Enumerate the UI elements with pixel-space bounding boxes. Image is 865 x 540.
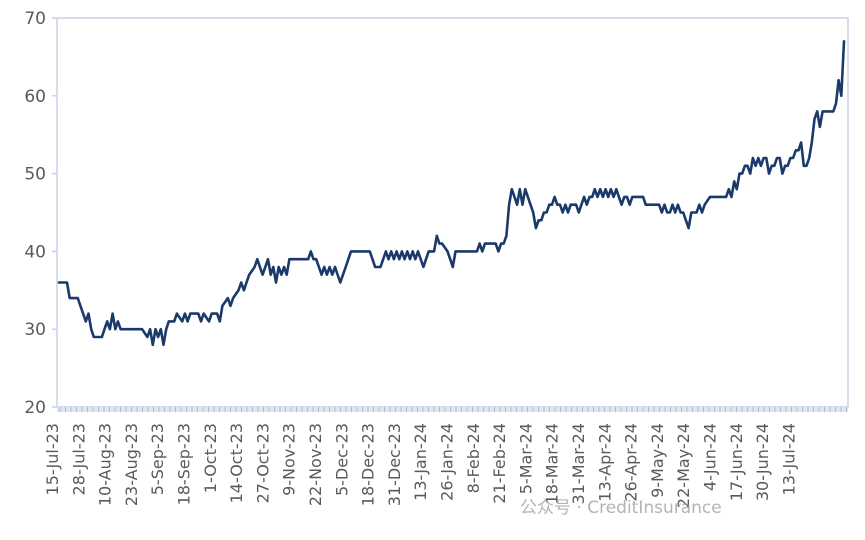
x-tick-label: 13-Jan-24	[411, 423, 430, 501]
x-tick-label: 21-Feb-24	[490, 423, 509, 504]
x-axis-band	[57, 407, 848, 412]
plot-border	[56, 17, 849, 408]
y-tick-label: 30	[24, 320, 46, 340]
x-tick-label: 10-Aug-23	[96, 423, 115, 506]
y-tick-label: 70	[24, 9, 46, 29]
watermark-text: 公众号 · CreditInsurance	[520, 498, 722, 518]
x-tick-label: 31-Dec-23	[385, 423, 404, 506]
x-tick-label: 4-Jun-24	[701, 423, 720, 491]
x-tick-label: 5-Mar-24	[516, 423, 535, 494]
x-tick-label: 5-Sep-23	[148, 423, 167, 495]
y-tick-label: 40	[24, 242, 46, 262]
x-tick-label: 9-May-24	[648, 423, 667, 498]
x-tick-label: 27-Oct-23	[253, 423, 272, 503]
x-tick-label: 14-Oct-23	[227, 423, 246, 503]
x-tick-label: 22-May-24	[674, 423, 693, 508]
y-tick-label: 60	[24, 87, 46, 107]
series-line	[57, 40, 846, 347]
x-tick-label: 23-Aug-23	[122, 423, 141, 506]
x-tick-label: 9-Nov-23	[280, 423, 299, 496]
x-axis-ticks: 15-Jul-23 28-Jul-23 10-Aug-23 23-Aug-23 5-Se…	[43, 423, 798, 508]
x-tick-label: 17-Jun-24	[727, 423, 746, 501]
series-layer	[57, 40, 846, 347]
x-tick-label: 13-Apr-24	[595, 423, 614, 502]
x-tick-label: 28-Jul-23	[69, 423, 88, 495]
x-tick-label: 26-Jan-24	[438, 423, 457, 501]
x-tick-label: 18-Mar-24	[543, 423, 562, 504]
x-tick-label: 18-Sep-23	[175, 423, 194, 505]
y-axis-ticks: 20 30 40 50 60 70	[24, 9, 57, 418]
y-tick-label: 20	[24, 398, 46, 418]
x-tick-label: 15-Jul-23	[43, 423, 62, 495]
x-tick-label: 30-Jun-24	[753, 423, 772, 501]
x-tick-label: 1-Oct-23	[201, 423, 220, 493]
x-tick-label: 13-Jul-24	[779, 423, 798, 495]
x-tick-label: 22-Nov-23	[306, 423, 325, 506]
x-tick-label: 31-Mar-24	[569, 423, 588, 504]
x-tick-label: 5-Dec-23	[332, 423, 351, 496]
x-tick-label: 8-Feb-24	[464, 423, 483, 493]
y-tick-label: 50	[24, 165, 46, 185]
x-tick-label: 26-Apr-24	[622, 423, 641, 502]
plot-frame	[56, 17, 849, 412]
x-tick-label: 18-Dec-23	[359, 423, 378, 506]
